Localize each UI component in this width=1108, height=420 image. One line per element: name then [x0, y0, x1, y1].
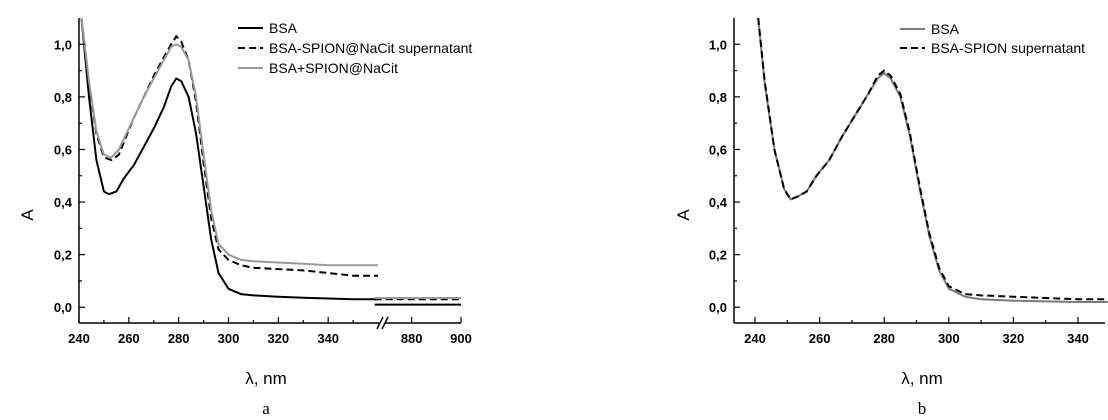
panel-a-caption: a: [262, 399, 270, 418]
panel-a-y-tick-label: 0,0: [54, 300, 72, 315]
panel-a: 0,0 0,2 0,4 0,6 0,8 1,0 240 260 280 300 320 340 880 9…: [18, 17, 472, 418]
panel-a-x-tick-label: 340: [317, 331, 339, 346]
panel-a-legend-label: BSA-SPION@NaCit supernatant: [269, 40, 472, 56]
panel-a-series: [80, 17, 461, 306]
panel-b-y-tick-label: 0,2: [709, 248, 727, 263]
panel-a-legend-label: BSA+SPION@NaCit: [269, 60, 398, 76]
panel-b-legend-label: BSA: [931, 21, 960, 37]
panel-a-series-2-line: [80, 17, 378, 277]
panel-a-x-tick-label: 260: [118, 331, 140, 346]
panel-b-caption: b: [918, 399, 927, 418]
panel-b-y-tick-label: 0,8: [709, 90, 727, 105]
panel-b-x-tick-label: 240: [744, 331, 766, 346]
panel-b-series: [757, 17, 1108, 303]
panel-b-x-tick-label: 260: [809, 331, 831, 346]
panel-a-y-tick-label: 0,4: [54, 195, 73, 210]
panel-a-x-tick-label: 900: [450, 331, 472, 346]
panel-b-x-tick-label: 320: [1003, 331, 1025, 346]
panel-b-x-tick-label: 340: [1067, 331, 1089, 346]
panel-a-y-axis-label: A: [18, 209, 37, 221]
panel-b-y-tick-label: 0,6: [709, 142, 727, 157]
panel-a-y-tick-label: 1,0: [54, 37, 72, 52]
panel-a-x-axis-label: λ, nm: [245, 369, 287, 388]
panel-b-legend-label: BSA-SPION supernatant: [931, 40, 1085, 56]
panel-b-series-2-line: [757, 17, 1108, 301]
panel-b-legend: BSA BSA-SPION supernatant: [900, 21, 1085, 56]
panel-a-legend: BSA BSA-SPION@NaCit supernatant BSA+SPION@…: [238, 20, 472, 76]
panel-b-y-tick-label: 1,0: [709, 37, 727, 52]
panel-a-y-tick-label: 0,6: [54, 142, 72, 157]
panel-b: 0,0 0,2 0,4 0,6 0,8 1,0 240 260 280 300 320 340 BSA…: [674, 17, 1108, 418]
panel-b-x-tick-label: 300: [938, 331, 960, 346]
panel-a-x-tick-label: 240: [68, 331, 90, 346]
panel-b-x-tick-label: 280: [873, 331, 895, 346]
panel-a-y-tick-label: 0,8: [54, 90, 72, 105]
panel-a-x-tick-label: 280: [168, 331, 190, 346]
panel-a-y-tick-label: 0,2: [54, 248, 72, 263]
panel-b-y-tick-label: 0,0: [709, 300, 727, 315]
panel-b-y-axis-label: A: [674, 209, 693, 221]
panel-b-x-axis-label: λ, nm: [901, 369, 943, 388]
panel-a-legend-label: BSA: [269, 20, 298, 36]
panel-b-series-1-line: [757, 17, 1108, 303]
panel-b-y-tick-label: 0,4: [709, 195, 728, 210]
panel-a-x-tick-label: 320: [267, 331, 289, 346]
panel-a-series-1-line: [80, 17, 378, 301]
panel-a-x-tick-label: 880: [401, 331, 423, 346]
panel-a-x-tick-label: 300: [218, 331, 240, 346]
panel-a-axis-break-mark-1: [376, 316, 384, 330]
panel-a-series-3-line: [80, 17, 378, 267]
panel-a-axis-break-mark-2: [381, 316, 389, 330]
